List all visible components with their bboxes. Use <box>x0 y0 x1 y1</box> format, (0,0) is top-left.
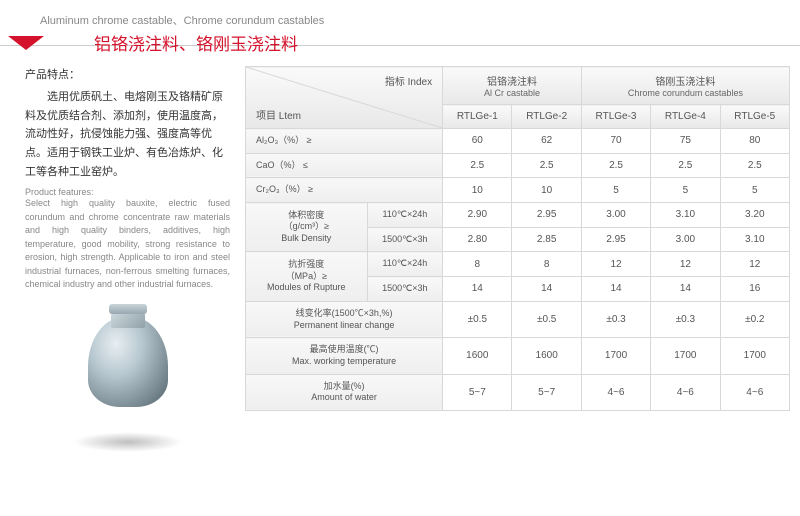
table-cell: 80 <box>720 129 789 154</box>
table-cell: ±0.2 <box>720 301 789 337</box>
table-cell: 12 <box>651 252 720 277</box>
row-label: Al₂O₃（%） ≥ <box>246 129 443 154</box>
group1-header: 铝铬浇注料 Al Cr castable <box>443 67 582 105</box>
table-row: 最高使用温度(℃)Max. working temperature1600160… <box>246 338 790 374</box>
table-row: 抗折强度（MPa）≥Modules of Rupture110℃×24h8812… <box>246 252 790 277</box>
col-header: RTLGe-2 <box>512 105 581 129</box>
table-row: 加水量(%)Amount of water5~75~74~64~64~6 <box>246 374 790 410</box>
table-cell: 3.00 <box>651 227 720 252</box>
title-chinese: 铝铬浇注料、铬刚玉浇注料 <box>94 30 298 55</box>
table-cell: 1600 <box>512 338 581 374</box>
table-row: 体积密度（g/cm³）≥Bulk Density110℃×24h2.902.95… <box>246 203 790 228</box>
table-cell: 3.10 <box>720 227 789 252</box>
table-cell: 5 <box>720 178 789 203</box>
table-cell: 1500℃×3h <box>367 277 443 302</box>
right-column: 指标 Index 项目 Ltem 铝铬浇注料 Al Cr castable 铬刚… <box>245 66 790 452</box>
table-cell: 5 <box>581 178 650 203</box>
table-cell: 10 <box>512 178 581 203</box>
col-header: RTLGe-5 <box>720 105 789 129</box>
table-cell: 4~6 <box>651 374 720 410</box>
row-label: 加水量(%)Amount of water <box>246 374 443 410</box>
table-cell: 5~7 <box>443 374 512 410</box>
col-header: RTLGe-1 <box>443 105 512 129</box>
row-label: 抗折强度（MPa）≥Modules of Rupture <box>246 252 368 301</box>
product-jar <box>83 302 173 422</box>
table-row: Al₂O₃（%） ≥6062707580 <box>246 129 790 154</box>
table-cell: 2.95 <box>581 227 650 252</box>
table-cell: 16 <box>720 277 789 302</box>
table-cell: 3.00 <box>581 203 650 228</box>
table-cell: 2.95 <box>512 203 581 228</box>
table-cell: 14 <box>651 277 720 302</box>
table-cell: ±0.5 <box>512 301 581 337</box>
row-label: 最高使用温度(℃)Max. working temperature <box>246 338 443 374</box>
table-cell: 1700 <box>581 338 650 374</box>
table-row: 线变化率(1500℃×3h,%)Permanent linear change±… <box>246 301 790 337</box>
table-cell: 5~7 <box>512 374 581 410</box>
table-cell: 3.10 <box>651 203 720 228</box>
table-cell: 62 <box>512 129 581 154</box>
features-title-en: Product features: <box>25 187 230 197</box>
table-cell: 14 <box>581 277 650 302</box>
row-label: 线变化率(1500℃×3h,%)Permanent linear change <box>246 301 443 337</box>
table-cell: 8 <box>512 252 581 277</box>
table-cell: 75 <box>651 129 720 154</box>
table-cell: 4~6 <box>581 374 650 410</box>
table-cell: 1700 <box>720 338 789 374</box>
row-label: 体积密度（g/cm³）≥Bulk Density <box>246 203 368 252</box>
table-cell: 1600 <box>443 338 512 374</box>
table-cell: 110℃×24h <box>367 203 443 228</box>
spec-table: 指标 Index 项目 Ltem 铝铬浇注料 Al Cr castable 铬刚… <box>245 66 790 411</box>
table-cell: 8 <box>443 252 512 277</box>
table-cell: 3.20 <box>720 203 789 228</box>
table-cell: 14 <box>512 277 581 302</box>
table-cell: 2.5 <box>512 153 581 178</box>
table-cell: ±0.3 <box>651 301 720 337</box>
table-cell: 4~6 <box>720 374 789 410</box>
table-cell: 2.5 <box>581 153 650 178</box>
table-cell: 2.80 <box>443 227 512 252</box>
table-cell: 1700 <box>651 338 720 374</box>
page-header: Aluminum chrome castable、Chrome corundum… <box>0 0 800 46</box>
table-cell: 12 <box>720 252 789 277</box>
table-cell: 1500℃×3h <box>367 227 443 252</box>
content-area: 产品特点： 选用优质矾土、电熔刚玉及铬精矿原料及优质结合剂、添加剂，使用温度高，… <box>0 46 800 462</box>
features-title-cn: 产品特点： <box>25 66 230 82</box>
table-cell: 2.5 <box>651 153 720 178</box>
features-text-cn: 选用优质矾土、电熔刚玉及铬精矿原料及优质结合剂、添加剂，使用温度高，流动性好，抗… <box>25 88 230 181</box>
table-cell: 12 <box>581 252 650 277</box>
table-cell: 14 <box>443 277 512 302</box>
left-column: 产品特点： 选用优质矾土、电熔刚玉及铬精矿原料及优质结合剂、添加剂，使用温度高，… <box>25 66 230 452</box>
table-row: CaO（%） ≤2.52.52.52.52.5 <box>246 153 790 178</box>
col-header: RTLGe-4 <box>651 105 720 129</box>
product-shadow <box>73 432 183 452</box>
table-cell: 5 <box>651 178 720 203</box>
title-english: Aluminum chrome castable、Chrome corundum… <box>0 12 800 28</box>
product-image <box>63 302 193 452</box>
table-cell: 10 <box>443 178 512 203</box>
table-cell: 110℃×24h <box>367 252 443 277</box>
table-cell: ±0.5 <box>443 301 512 337</box>
table-cell: 2.5 <box>443 153 512 178</box>
table-cell: 70 <box>581 129 650 154</box>
table-row: Cr₂O₃（%） ≥1010555 <box>246 178 790 203</box>
table-cell: 2.5 <box>720 153 789 178</box>
col-header: RTLGe-3 <box>581 105 650 129</box>
row-label: Cr₂O₃（%） ≥ <box>246 178 443 203</box>
row-label: CaO（%） ≤ <box>246 153 443 178</box>
table-cell: 2.85 <box>512 227 581 252</box>
features-text-en: Select high quality bauxite, electric fu… <box>25 197 230 292</box>
table-cell: ±0.3 <box>581 301 650 337</box>
table-cell: 2.90 <box>443 203 512 228</box>
table-cell: 60 <box>443 129 512 154</box>
group2-header: 铬刚玉浇注料 Chrome corundum castables <box>581 67 789 105</box>
triangle-icon <box>8 36 44 50</box>
